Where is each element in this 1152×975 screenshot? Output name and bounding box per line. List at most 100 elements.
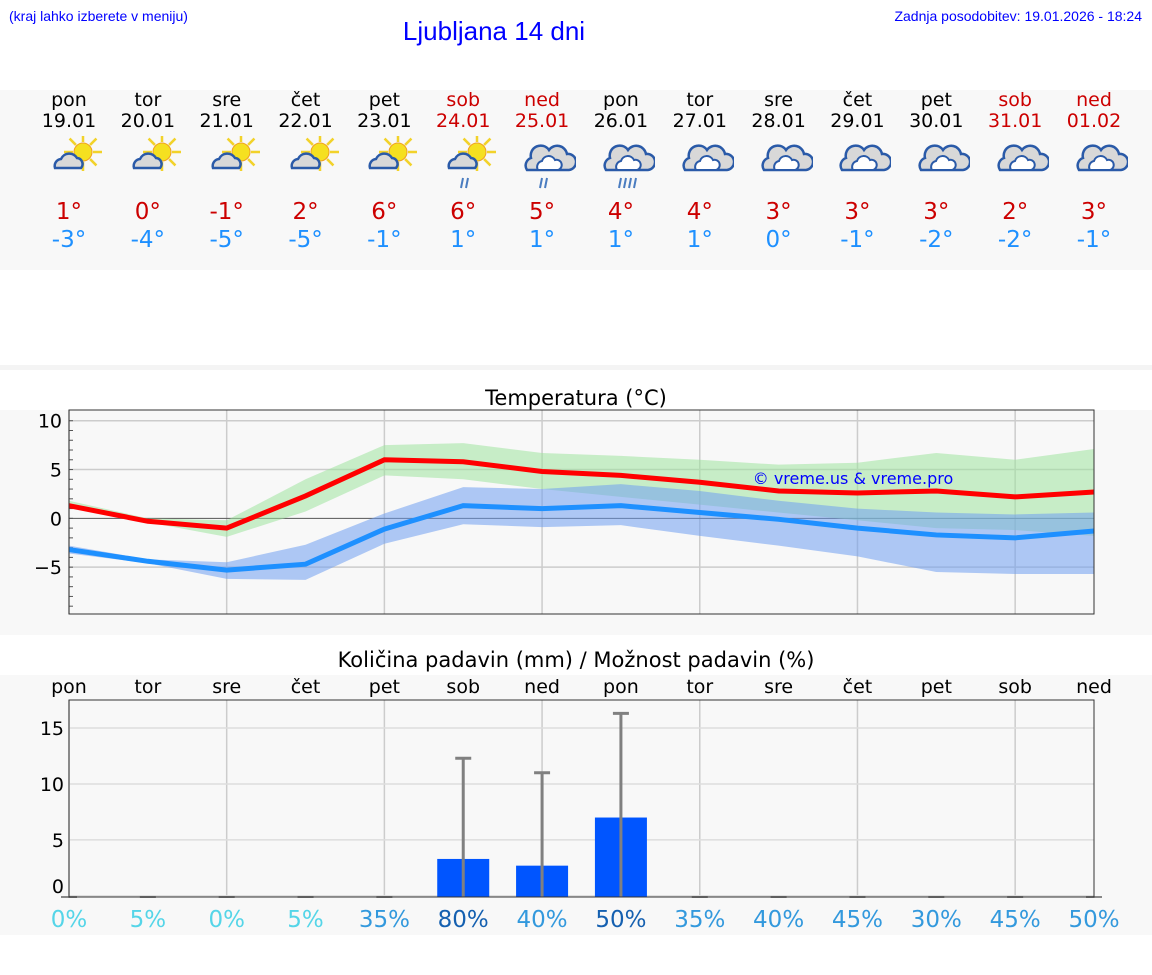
precip-probability: 50% [595,907,646,933]
partly-cloudy-icon [128,133,182,196]
partly-cloudy-icon [364,133,418,196]
day-name: ned [524,89,560,111]
day-name: sre [212,89,242,111]
precip-probability: 40% [753,907,804,933]
low-temp: 1° [528,227,556,253]
temperature-chart-title: Temperatura (°C) [485,386,667,410]
day-name: tor [686,89,714,111]
high-temp: 1° [55,199,83,225]
cloudy-icon [680,136,736,196]
x-tick-label: ned [524,676,560,698]
precipitation-chart-bg [0,675,1152,935]
low-temp: -2° [997,227,1033,253]
x-tick-label: pet [921,676,952,698]
divider [0,365,1152,370]
precipitation-chart-title: Količina padavin (mm) / Možnost padavin … [337,648,815,672]
x-tick-label: sob [998,676,1032,698]
day-date: 19.01 [41,110,97,132]
y-tick-label: 5 [52,830,64,852]
precip-probability: 35% [359,907,410,933]
day-date: 22.01 [278,110,333,132]
partly-cloudy-icon [207,133,261,196]
min-temp-line [68,503,1095,573]
day-column: pon 19.01 1° -3° [30,90,108,254]
high-temp: 2° [292,199,319,225]
day-column: pet 23.01 6° -1° [345,90,423,254]
high-temp: 3° [765,199,792,225]
x-tick-label: pet [369,676,400,698]
day-date: 01.02 [1066,110,1122,132]
y-tick-label: 10 [40,774,64,796]
day-column: ned 01.02 3° -1° [1055,90,1133,254]
cloudy-icon [1074,136,1130,196]
day-column: sob 24.01 6° 1° [424,90,502,254]
day-column: pet 30.01 3° -2° [897,90,975,254]
low-temp: -1° [1076,227,1112,253]
day-date: 25.01 [514,110,570,132]
cloudy-icon [995,136,1051,196]
day-name: pon [51,89,87,111]
max-temp-line [68,457,1095,531]
low-temp: 0° [765,227,792,253]
y-tick-label: 5 [50,460,62,482]
low-temp: -5° [288,227,323,253]
partly-cloudy-icon [49,133,103,196]
day-column: ned 25.01 5° 1° [503,90,581,254]
day-date: 31.01 [987,110,1043,132]
low-temp: 1° [450,227,477,253]
y-tick-label: 10 [38,411,62,433]
y-tick-label: 0 [50,508,62,530]
low-temp: 1° [686,227,713,253]
day-name: sob [998,89,1032,111]
low-temp: -2° [919,227,954,253]
high-temp: 6° [450,199,477,225]
x-tick-label: čet [843,676,873,698]
cloudy-icon [837,136,893,196]
low-temp: -3° [51,227,87,253]
cloudy-light-rain-icon [522,136,578,196]
day-name: tor [134,89,162,111]
precip-probability: 0% [208,907,245,933]
high-temp: 2° [1002,199,1029,225]
day-date: 20.01 [120,110,176,132]
day-date: 30.01 [909,110,964,132]
day-date: 23.01 [357,110,412,132]
day-date: 26.01 [593,110,649,132]
low-temp: 1° [607,227,634,253]
high-temp: 4° [607,199,634,225]
day-column: čet 29.01 3° -1° [818,90,896,254]
plot-frame [68,409,1095,615]
precip-probability: 30% [911,907,962,933]
day-name: pet [920,89,952,111]
day-date: 29.01 [830,110,885,132]
y-tick-label: 15 [40,718,64,740]
high-temp: 3° [1080,199,1108,225]
day-name: čet [290,89,321,111]
day-column: sob 31.01 2° -2° [976,90,1054,254]
day-name: pet [368,89,400,111]
day-column: tor 20.01 0° -4° [109,90,187,254]
temperature-chart: 10 5 0 −5 © vreme.us & vreme.pro [34,409,1095,615]
x-tick-label: tor [134,676,161,698]
daily-forecast-panel: pon 19.01 1° -3° tor 20.01 0° -4° sre 21.0… [0,90,1152,270]
last-updated: Zadnja posodobitev: 19.01.2026 - 18:24 [894,8,1142,24]
precipitation-chart: pon tor sre čet pet sob ned pon tor sre čet pet sob n… [40,676,1120,933]
day-name: sre [764,89,794,111]
day-name: pon [603,89,639,111]
cloudy-icon [916,136,972,196]
x-tick-label: pon [51,676,87,698]
precip-probability: 35% [674,907,725,933]
low-temp: -1° [367,227,402,253]
low-temp: -5° [209,227,244,253]
x-tick-label: tor [686,676,713,698]
cloudy-icon [759,136,814,196]
partly-cloudy-rain-icon [443,133,497,196]
day-name: ned [1076,89,1112,111]
x-tick-label: sre [212,676,241,698]
day-column: pon 26.01 4° 1° [582,90,660,254]
y-tick-label: −5 [34,557,62,579]
low-temp: -1° [840,227,875,253]
high-temp: 3° [844,199,871,225]
day-column: sre 21.01 -1° -5° [188,90,266,254]
plot-frame [68,699,1095,898]
